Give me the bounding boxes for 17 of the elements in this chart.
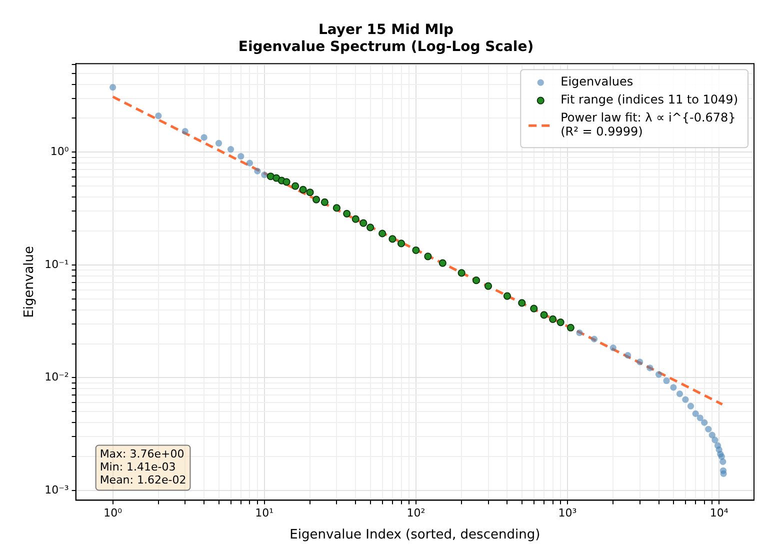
legend-label: Power law fit: λ ∝ i^{-0.678} (R² = 0.9999) — [560, 110, 736, 139]
x-tick-label: 10³ — [558, 506, 577, 520]
legend-label: Eigenvalues — [560, 74, 634, 89]
x-axis-title: Eigenvalue Index (sorted, descending) — [290, 528, 540, 543]
legend-label: Fit range (indices 11 to 1049) — [560, 92, 738, 107]
x-tick-label: 10⁰ — [104, 506, 123, 520]
x-tick-label: 10² — [406, 506, 426, 520]
y-tick-label: 10⁰ — [50, 145, 70, 158]
annotation: Max: 3.76e+00 Min: 1.41e-03 Mean: 1.62e-02 — [100, 448, 186, 487]
y-tick-label: 10⁻¹ — [44, 258, 69, 271]
x-tick-label: 10⁴ — [710, 506, 729, 520]
chart-subtitle: Eigenvalue Spectrum (Log-Log Scale) — [238, 38, 534, 55]
y-axis-title: Eigenvalue — [22, 246, 38, 318]
y-tick-label: 10⁻² — [44, 370, 69, 384]
chart-title: Layer 15 Mid Mlp — [318, 22, 454, 38]
y-tick-label: 10⁻³ — [44, 483, 69, 496]
x-tick-label: 10¹ — [255, 506, 274, 520]
